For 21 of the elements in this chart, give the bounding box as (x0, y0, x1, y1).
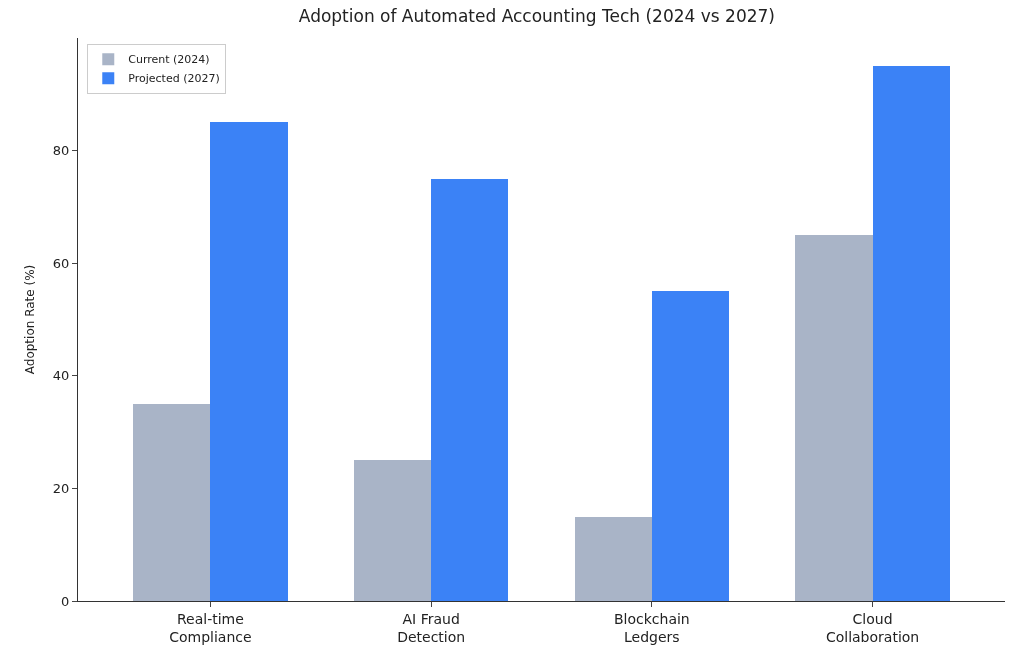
x-tick-label: Cloud Collaboration (825, 610, 920, 645)
chart-title: Adoption of Automated Accounting Tech (2024 vs 2027) (298, 5, 775, 26)
bar (431, 179, 508, 601)
y-tick-label: 40 (52, 368, 70, 384)
legend-label: Current (2024) (128, 53, 210, 67)
x-tick-label: AI Fraud Detection (397, 610, 466, 645)
bar (795, 235, 873, 601)
legend-label: Projected (2027) (128, 72, 220, 86)
y-axis-title: Adoption Rate (%) (23, 264, 38, 375)
bar (133, 404, 210, 601)
y-tick-label: 80 (52, 143, 70, 159)
bar (652, 291, 729, 601)
y-tick-label: 20 (52, 480, 70, 496)
y-tick-label: 0 (61, 593, 70, 609)
bar (210, 122, 288, 601)
x-tick-label: Real-time Compliance (169, 610, 252, 645)
bar (873, 66, 950, 601)
y-tick-label: 60 (52, 255, 70, 271)
bar (354, 460, 431, 601)
x-tick-label: Blockchain Ledgers (613, 610, 690, 645)
bar (575, 517, 652, 601)
